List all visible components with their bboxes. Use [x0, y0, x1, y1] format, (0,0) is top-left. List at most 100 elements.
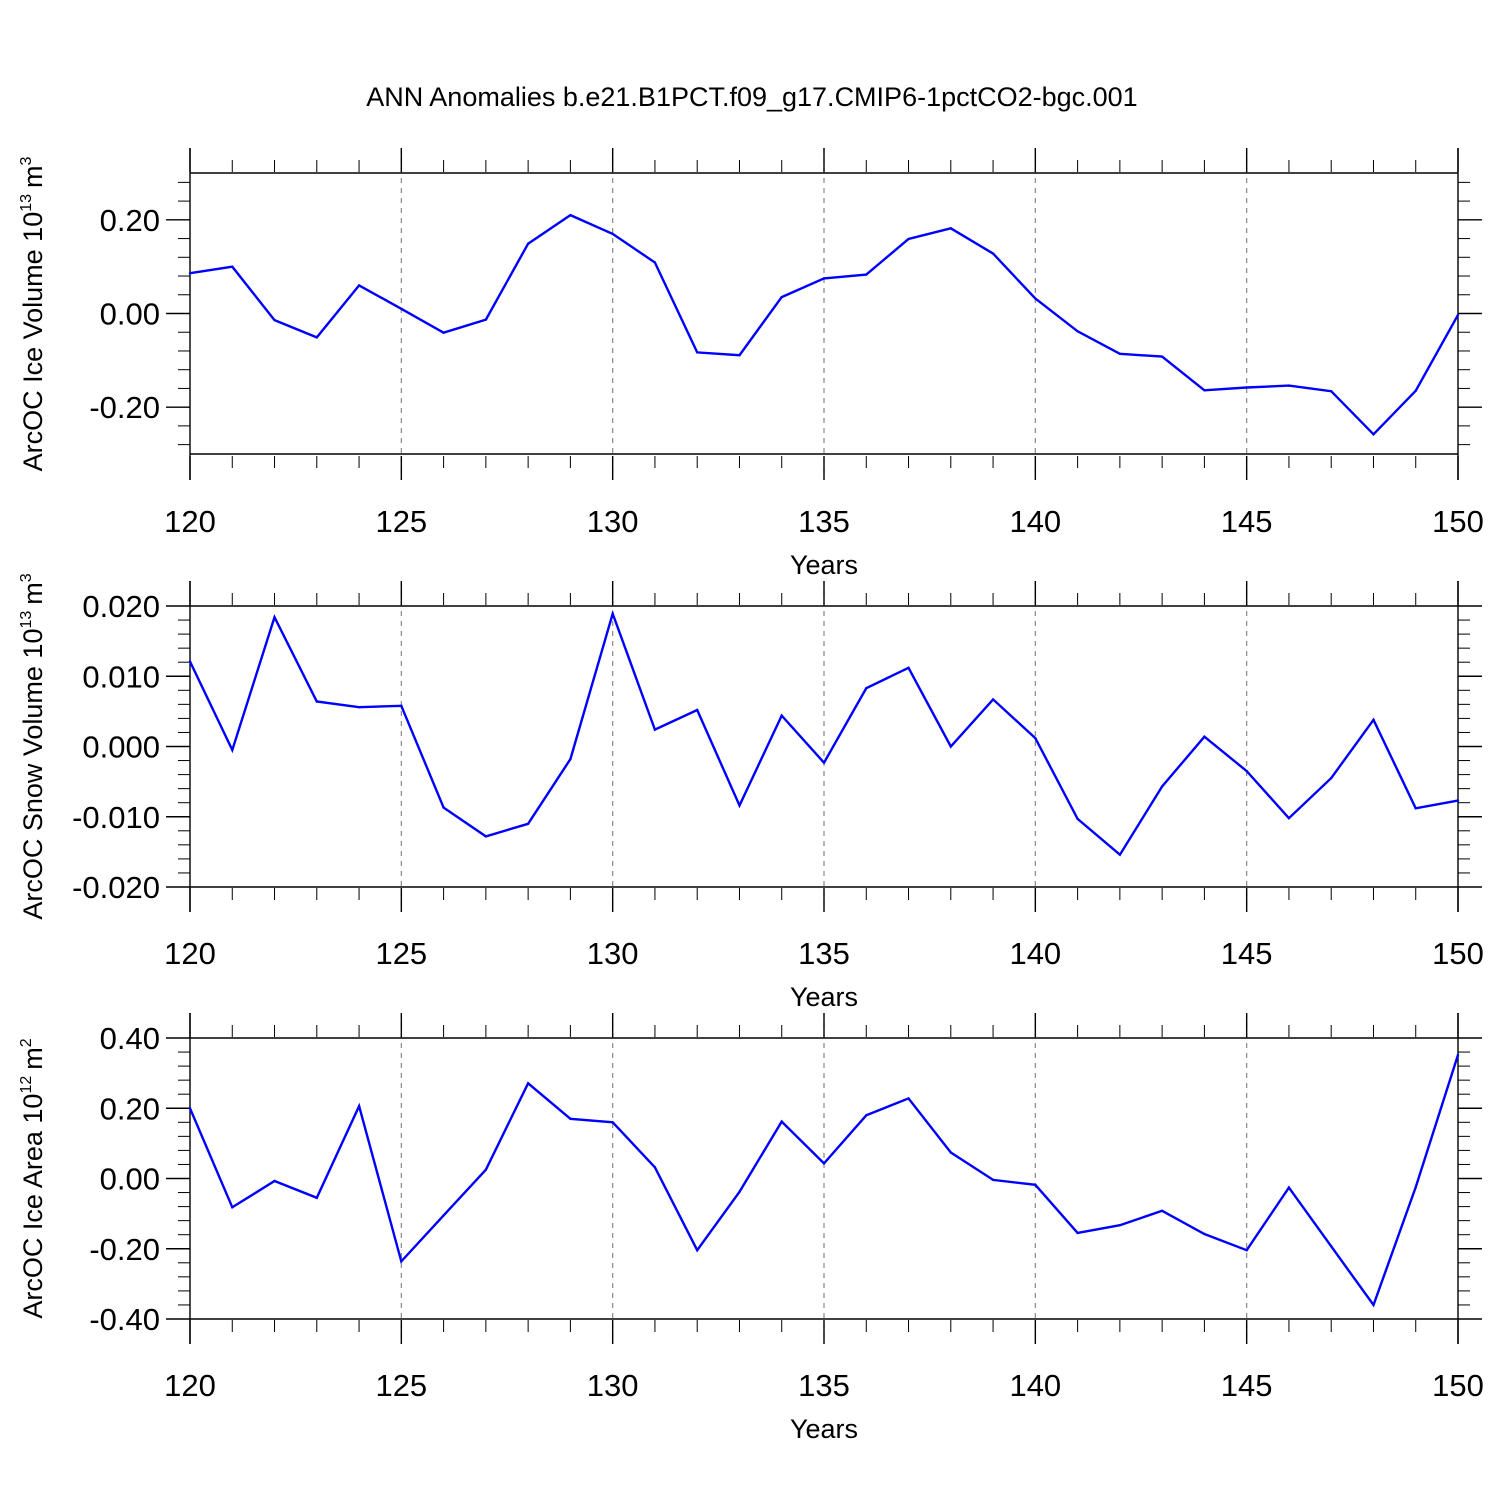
x-tick-label: 135 [798, 504, 850, 539]
data-point [315, 336, 318, 339]
x-tick-label: 145 [1221, 1368, 1273, 1403]
y-tick-label: 0.20 [100, 1091, 160, 1126]
y-tick-label: 0.010 [82, 659, 160, 694]
data-point [1456, 1053, 1460, 1057]
y-axis-label: ArcOC Snow Volume 1013 m3 [18, 573, 48, 919]
data-point [1245, 386, 1248, 389]
y-tick-label: -0.40 [89, 1302, 160, 1337]
data-point [1414, 807, 1417, 810]
data-point [357, 705, 361, 709]
data-point [780, 1120, 783, 1123]
data-point [865, 686, 868, 690]
x-tick-label: 130 [587, 936, 639, 971]
y-tick-label: -0.010 [72, 800, 160, 835]
data-point [738, 353, 741, 357]
data-point [949, 227, 952, 230]
y-axis-label-exponent: 13 [18, 611, 35, 629]
data-point [1160, 355, 1164, 358]
x-axis-label: Years [790, 982, 858, 1012]
data-point [188, 1107, 192, 1110]
data-point [738, 804, 741, 807]
y-tick-label: 0.00 [100, 1162, 160, 1197]
y-tick-label: 0.00 [100, 297, 160, 332]
data-point [865, 1114, 868, 1117]
data-point [1245, 1248, 1248, 1252]
data-point [696, 1248, 699, 1252]
y-axis-label-unit2: m [18, 582, 48, 605]
data-point [1203, 389, 1206, 392]
data-point [1160, 1209, 1164, 1213]
y-tick-label: 0.020 [82, 589, 160, 624]
x-tick-label: 150 [1432, 1368, 1484, 1403]
y-tick-label: -0.020 [72, 870, 160, 905]
data-point [315, 1196, 318, 1200]
data-point [822, 277, 826, 280]
data-point [696, 708, 699, 712]
y-axis-label-unit: 10 [18, 1094, 48, 1124]
data-point [1203, 735, 1206, 738]
data-point [1330, 390, 1333, 393]
data-point [526, 1082, 530, 1085]
x-tick-label: 145 [1221, 504, 1273, 539]
x-tick-label: 140 [1009, 1368, 1061, 1403]
data-point [653, 728, 657, 731]
x-tick-label: 125 [375, 936, 427, 971]
x-axis-label: Years [790, 550, 858, 580]
data-point [442, 1214, 445, 1217]
data-point [357, 1104, 361, 1108]
data-point [442, 806, 445, 809]
y-axis-label-unit: 10 [18, 629, 48, 659]
x-tick-label: 140 [1009, 936, 1061, 971]
data-point [400, 704, 403, 707]
y-axis-label-text: ArcOC Ice Area [18, 1124, 48, 1319]
data-point [1118, 1224, 1122, 1227]
y-axis-label-exponent2: 3 [18, 156, 35, 165]
x-tick-label: 125 [375, 504, 427, 539]
y-axis-label-unit2: m [18, 165, 48, 188]
y-axis-label-unit2: m [18, 1047, 48, 1070]
data-point [1076, 1231, 1079, 1235]
data-point [991, 698, 995, 701]
x-tick-label: 135 [798, 936, 850, 971]
data-point [1118, 853, 1122, 856]
data-point [357, 284, 361, 287]
data-point [1372, 433, 1375, 436]
data-point [1076, 330, 1079, 333]
panel-2: -0.020 -0.010 0.000 0.010 0.020 120 125 130 135 1… [18, 573, 1484, 1012]
y-axis-label-exponent2: 3 [18, 573, 35, 582]
y-axis-label-exponent: 12 [18, 1076, 35, 1094]
data-point [991, 1178, 995, 1182]
data-point [1203, 1232, 1206, 1236]
x-tick-label: 145 [1221, 936, 1273, 971]
data-point [231, 1206, 234, 1209]
x-axis-label: Years [790, 1414, 858, 1444]
data-point [484, 1168, 488, 1171]
data-point [569, 757, 572, 761]
data-point [822, 761, 826, 764]
panels: -0.20 0.00 0.20 120 125 130 135 140 145 150 Years A… [18, 148, 1484, 1444]
data-point [907, 1097, 910, 1100]
data-point [1034, 297, 1037, 300]
data-point [400, 307, 403, 311]
data-point [1330, 1245, 1333, 1248]
x-tick-label: 135 [798, 1368, 850, 1403]
data-point [315, 700, 318, 703]
data-point [273, 1179, 276, 1183]
data-point [484, 835, 488, 838]
data-point [188, 272, 192, 275]
data-point [484, 318, 488, 321]
data-point [1160, 785, 1164, 788]
data-point [738, 1190, 741, 1194]
data-point [188, 660, 192, 663]
data-point [1456, 799, 1460, 802]
data-point [907, 237, 910, 241]
data-point [611, 232, 614, 236]
data-point [780, 714, 783, 717]
y-tick-label: -0.20 [89, 1232, 160, 1267]
data-point [1034, 1183, 1037, 1187]
x-tick-label: 120 [164, 504, 216, 539]
data-point [569, 213, 572, 217]
x-tick-label: 150 [1432, 504, 1484, 539]
x-tick-label: 140 [1009, 504, 1061, 539]
x-tick-label: 130 [587, 504, 639, 539]
